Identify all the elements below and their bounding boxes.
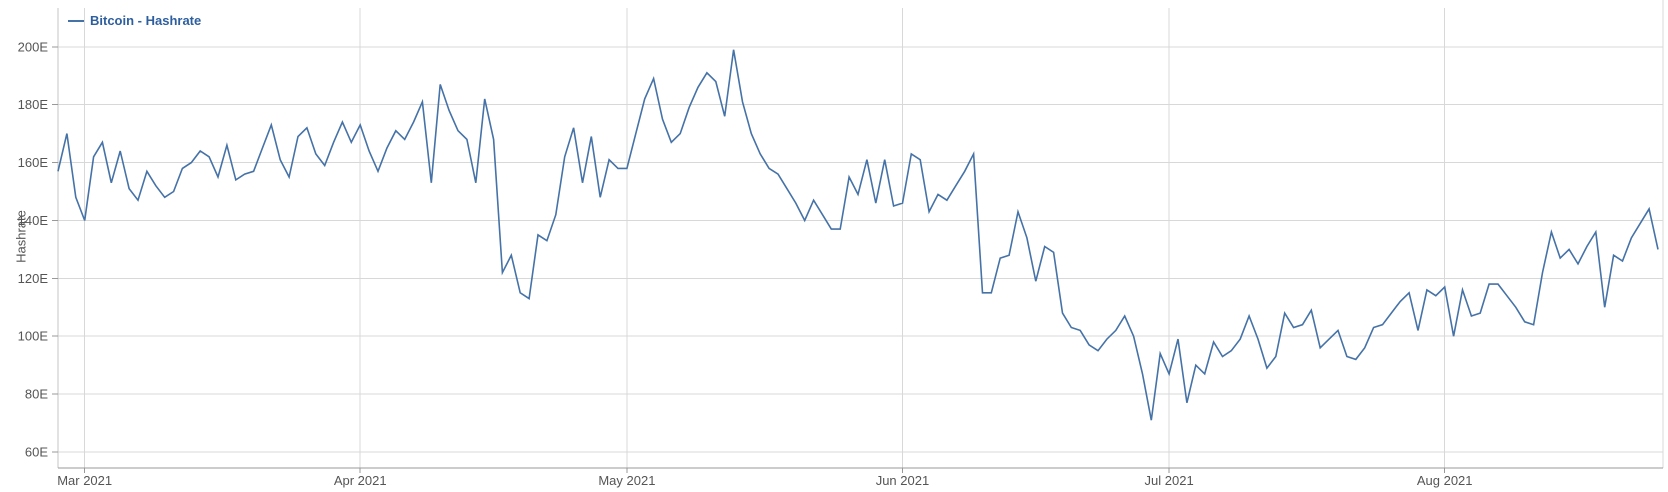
- legend-item-bitcoin-hashrate[interactable]: Bitcoin - Hashrate: [68, 13, 201, 28]
- x-tick-label-jun-2021: Jun 2021: [876, 473, 930, 488]
- y-tick-label-120E: 120E: [18, 271, 49, 286]
- y-tick-label-160E: 160E: [18, 155, 49, 170]
- y-tick-label-100E: 100E: [18, 329, 49, 344]
- x-tick-label-may-2021: May 2021: [598, 473, 655, 488]
- x-tick-label-apr-2021: Apr 2021: [334, 473, 387, 488]
- y-axis-title: Hashrate: [13, 210, 29, 263]
- x-tick-label-aug-2021: Aug 2021: [1417, 473, 1473, 488]
- legend-label: Bitcoin - Hashrate: [90, 13, 202, 28]
- y-tick-label-180E: 180E: [18, 97, 49, 112]
- x-tick-label-mar-2021: Mar 2021: [57, 473, 112, 488]
- y-tick-label-140E: 140E: [18, 213, 49, 228]
- y-tick-label-60E: 60E: [25, 445, 48, 460]
- x-tick-label-jul-2021: Jul 2021: [1145, 473, 1194, 488]
- legend-line-icon: [68, 19, 84, 22]
- y-tick-label-200E: 200E: [18, 39, 49, 54]
- series-line-bitcoin-hashrate[interactable]: [57, 49, 1659, 421]
- y-tick-label-80E: 80E: [25, 387, 48, 402]
